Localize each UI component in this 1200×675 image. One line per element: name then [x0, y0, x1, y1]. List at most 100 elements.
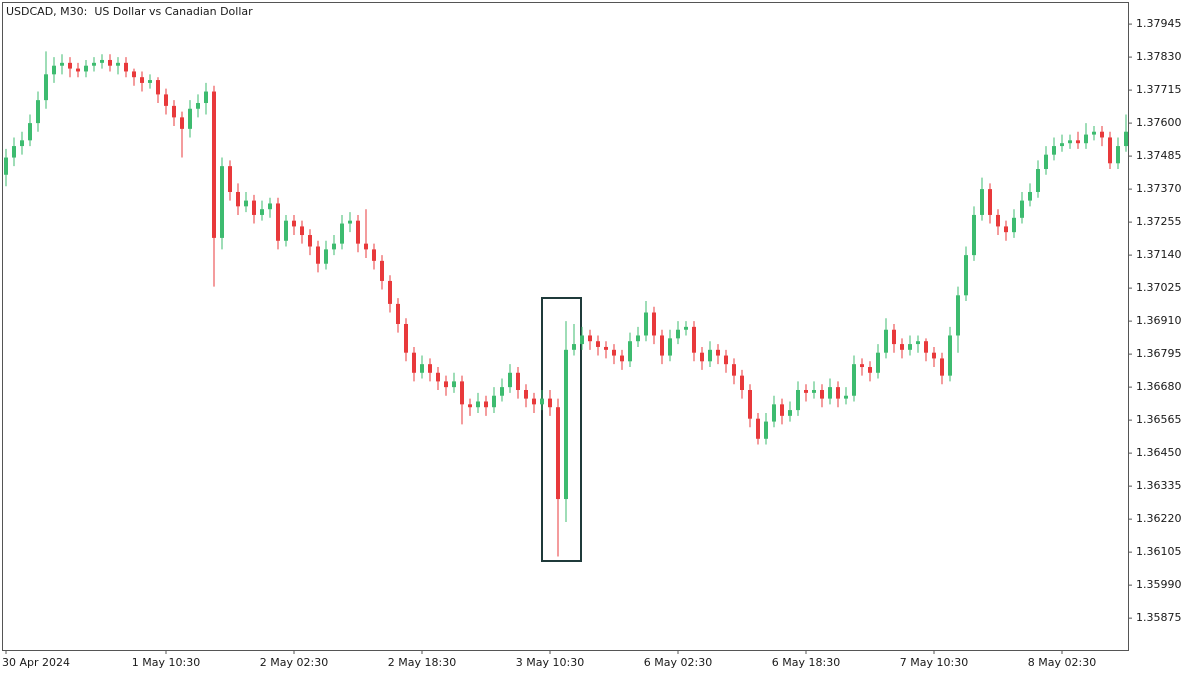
- candle-body: [252, 200, 256, 215]
- x-tick-label: 7 May 10:30: [900, 656, 968, 669]
- candle-body: [940, 358, 944, 376]
- candle-body: [924, 341, 928, 353]
- candle-body: [276, 203, 280, 241]
- candle-body: [388, 280, 392, 304]
- candle-body: [396, 303, 400, 324]
- y-tick-label: 1.37715: [1136, 83, 1182, 96]
- candle-body: [556, 407, 560, 500]
- candle-body: [988, 189, 992, 215]
- candle-body: [356, 220, 360, 244]
- candle-body: [844, 395, 848, 399]
- candle-body: [788, 410, 792, 416]
- candle-body: [1052, 146, 1056, 155]
- candle-body: [932, 352, 936, 359]
- candle-body: [676, 329, 680, 339]
- candle-body: [804, 389, 808, 393]
- y-tick-label: 1.35875: [1136, 611, 1182, 624]
- candle-body: [380, 260, 384, 281]
- candle-body: [308, 235, 312, 247]
- candle-body: [172, 105, 176, 118]
- candle-body: [60, 62, 64, 66]
- candle-body: [620, 355, 624, 362]
- candle-body: [588, 335, 592, 342]
- candle-body: [52, 65, 56, 75]
- x-tick-label: 30 Apr 2024: [2, 656, 70, 669]
- candle-body: [964, 255, 968, 296]
- y-tick-label: 1.36680: [1136, 380, 1182, 393]
- candle-body: [564, 349, 568, 500]
- x-tick-label: 2 May 18:30: [388, 656, 456, 669]
- candle-body: [1028, 191, 1032, 201]
- candle-body: [812, 389, 816, 393]
- candle-body: [1068, 140, 1072, 144]
- candle-body: [12, 146, 16, 158]
- candle-body: [1124, 131, 1128, 147]
- candle-body: [228, 166, 232, 192]
- candle-body: [140, 77, 144, 83]
- candle-body: [212, 91, 216, 238]
- candle-body: [372, 249, 376, 261]
- candle-body: [1012, 217, 1016, 233]
- candle-body: [1092, 131, 1096, 135]
- candle-body: [244, 200, 248, 207]
- candle-body: [580, 335, 584, 345]
- candle-body: [524, 389, 528, 399]
- candle-body: [532, 398, 536, 405]
- candle-body: [916, 341, 920, 345]
- y-tick-label: 1.37370: [1136, 182, 1182, 195]
- candle-body: [908, 344, 912, 350]
- candle-body: [684, 326, 688, 330]
- candle-body: [460, 381, 464, 405]
- chart-title: USDCAD, M30: US Dollar vs Canadian Dolla…: [6, 5, 253, 18]
- candle-body: [164, 94, 168, 106]
- candle-body: [900, 344, 904, 350]
- candle-body: [428, 364, 432, 373]
- candle-body: [756, 418, 760, 439]
- candle-body: [980, 189, 984, 215]
- candle-body: [724, 355, 728, 365]
- y-tick-label: 1.37025: [1136, 281, 1182, 294]
- candle-body: [116, 62, 120, 66]
- y-tick-label: 1.37945: [1136, 17, 1182, 30]
- candle-body: [748, 389, 752, 419]
- candle-body: [652, 312, 656, 336]
- candle-body: [716, 349, 720, 356]
- candle-body: [260, 209, 264, 215]
- candle-body: [508, 372, 512, 388]
- candle-body: [44, 74, 48, 101]
- candle-body: [1100, 131, 1104, 138]
- candle-body: [324, 249, 328, 264]
- candle-body: [84, 65, 88, 72]
- candle-body: [68, 62, 72, 69]
- candle-body: [596, 341, 600, 347]
- candle-body: [36, 100, 40, 124]
- candle-body: [348, 220, 352, 224]
- candle-body: [796, 389, 800, 411]
- candle-body: [500, 387, 504, 396]
- candle-body: [132, 71, 136, 78]
- candle-body: [884, 329, 888, 353]
- candle-body: [124, 62, 128, 72]
- candle-body: [764, 421, 768, 439]
- candle-body: [1076, 140, 1080, 144]
- candle-body: [1004, 226, 1008, 233]
- candle-body: [892, 329, 896, 345]
- candle-body: [868, 367, 872, 373]
- y-tick-label: 1.37485: [1136, 149, 1182, 162]
- candle-body: [444, 381, 448, 388]
- candle-body: [1116, 146, 1120, 164]
- candle-body: [1108, 137, 1112, 164]
- candle-body: [1060, 143, 1064, 147]
- x-tick-label: 8 May 02:30: [1028, 656, 1096, 669]
- candle-body: [772, 404, 776, 422]
- plot-frame: [2, 2, 1129, 651]
- candle-body: [108, 59, 112, 66]
- candle-body: [972, 214, 976, 256]
- candle-body: [740, 375, 744, 390]
- x-tick-label: 6 May 02:30: [644, 656, 712, 669]
- candle-body: [660, 335, 664, 356]
- candle-body: [76, 68, 80, 72]
- x-tick-label: 6 May 18:30: [772, 656, 840, 669]
- candle-body: [996, 214, 1000, 227]
